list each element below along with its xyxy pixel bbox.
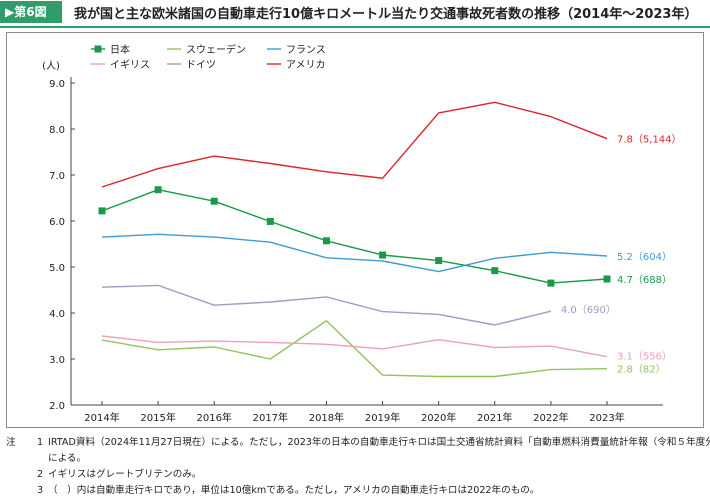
note-text: による。	[48, 453, 87, 464]
x-tick-label: 2023年	[589, 411, 624, 424]
figure-number-badge: ▶第6図	[0, 1, 62, 23]
x-tick-label: 2015年	[140, 411, 175, 424]
note-row: 2 イギリスはグレートブリテンのみ。	[6, 467, 706, 483]
note-row: による。	[6, 451, 706, 467]
chart-svg: 2.0 3.0 4.0 5.0 6.0 7.0 8.0 9.0 (人) 2014年 2015年 201…	[42, 43, 682, 424]
note-number: 1	[36, 437, 44, 448]
legend-label: スウェーデン	[186, 43, 246, 56]
y-tick-label: 7.0	[49, 171, 65, 182]
series-line-5	[101, 101, 608, 188]
y-tick-label: 6.0	[49, 217, 65, 228]
note-row: 注 1 IRTAD資料（2024年11月27日現在）による。ただし，2023年の…	[6, 435, 710, 451]
series-end-label: 5.2（604）	[617, 251, 672, 263]
data-point-marker	[547, 279, 555, 287]
note-row: 3 （ ）内は自動車走行キロであり，単位は10億kmである。ただし，アメリカの自…	[6, 483, 706, 499]
legend-marker	[94, 45, 102, 53]
x-tick-label: 2014年	[84, 411, 119, 424]
series-end-label: 2.8（82）	[617, 364, 666, 376]
y-tick-label: 5.0	[49, 263, 65, 274]
chart-frame: 2.0 3.0 4.0 5.0 6.0 7.0 8.0 9.0 (人) 2014年 2015年 201…	[6, 32, 704, 428]
legend-label: 日本	[110, 43, 130, 56]
series-line-4	[101, 284, 552, 326]
x-tick-label: 2020年	[421, 411, 456, 424]
figure-header: ▶第6図 我が国と主な欧米諸国の自動車走行10億キロメートル当たり交通事故死者数…	[0, 0, 710, 28]
x-tick-label: 2018年	[309, 411, 344, 424]
x-tick-label: 2017年	[253, 411, 288, 424]
data-point-marker	[491, 267, 499, 275]
x-tick-label: 2021年	[477, 411, 512, 424]
note-text: イギリスはグレートブリテンのみ。	[48, 469, 202, 480]
y-tick-label: 3.0	[49, 355, 65, 366]
legend-label: イギリス	[110, 59, 150, 71]
y-tick-label: 8.0	[49, 125, 65, 136]
data-point-marker	[210, 197, 218, 205]
y-tick-label: 4.0	[49, 309, 65, 320]
x-tick-label: 2016年	[196, 411, 231, 424]
series-end-label: 7.8（5,144）	[617, 134, 682, 146]
data-point-marker	[435, 257, 443, 265]
data-point-marker	[98, 207, 106, 215]
note-number: 2	[36, 469, 44, 480]
series-line-0	[101, 188, 608, 284]
data-point-marker	[322, 237, 330, 245]
series-end-label: 4.7（688）	[617, 274, 672, 286]
legend-label: アメリカ	[286, 59, 326, 71]
y-axis-label: (人)	[42, 60, 60, 72]
data-point-marker	[379, 251, 387, 259]
series-end-label: 3.1（556）	[617, 351, 672, 363]
figure-title: 我が国と主な欧米諸国の自動車走行10億キロメートル当たり交通事故死者数の推移（2…	[74, 7, 698, 22]
data-point-marker	[154, 186, 162, 194]
note-number	[32, 451, 48, 467]
note-number: 3	[36, 485, 44, 496]
legend-label: ドイツ	[186, 60, 216, 71]
note-text: （ ）内は自動車走行キロであり，単位は10億kmである。ただし，アメリカの自動車…	[48, 485, 540, 496]
note-text: IRTAD資料（2024年11月27日現在）による。ただし，2023年の日本の自…	[48, 437, 710, 448]
notes-section: 注 1 IRTAD資料（2024年11月27日現在）による。ただし，2023年の…	[6, 435, 710, 499]
data-point-marker	[603, 275, 611, 283]
series-line-2	[101, 233, 608, 273]
data-point-marker	[266, 217, 274, 225]
notes-head: 注	[6, 437, 16, 448]
y-tick-label: 9.0	[49, 79, 65, 90]
series-line-1	[101, 320, 608, 378]
x-tick-label: 2019年	[365, 411, 400, 424]
x-tick-label: 2022年	[533, 411, 568, 424]
series-end-label: 4.0（690）	[561, 304, 616, 316]
legend-label: フランス	[286, 44, 326, 56]
series-line-3	[101, 335, 608, 358]
y-tick-label: 2.0	[49, 401, 65, 412]
